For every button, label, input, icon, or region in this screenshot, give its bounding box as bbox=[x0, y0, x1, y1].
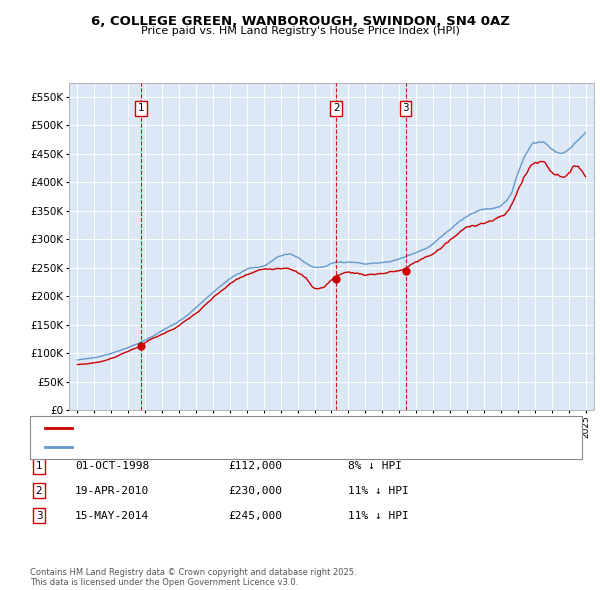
Text: 2: 2 bbox=[35, 486, 43, 496]
Text: £245,000: £245,000 bbox=[228, 511, 282, 520]
Text: 11% ↓ HPI: 11% ↓ HPI bbox=[348, 486, 409, 496]
Text: 19-APR-2010: 19-APR-2010 bbox=[75, 486, 149, 496]
Text: Contains HM Land Registry data © Crown copyright and database right 2025.
This d: Contains HM Land Registry data © Crown c… bbox=[30, 568, 356, 587]
Text: Price paid vs. HM Land Registry's House Price Index (HPI): Price paid vs. HM Land Registry's House … bbox=[140, 26, 460, 36]
Text: 01-OCT-1998: 01-OCT-1998 bbox=[75, 461, 149, 471]
Text: 1: 1 bbox=[137, 103, 144, 113]
Text: 8% ↓ HPI: 8% ↓ HPI bbox=[348, 461, 402, 471]
Text: HPI: Average price, detached house, Swindon: HPI: Average price, detached house, Swin… bbox=[79, 442, 306, 452]
Text: 6, COLLEGE GREEN, WANBOROUGH, SWINDON, SN4 0AZ (detached house): 6, COLLEGE GREEN, WANBOROUGH, SWINDON, S… bbox=[79, 423, 454, 433]
Text: 1: 1 bbox=[35, 461, 43, 471]
Text: £230,000: £230,000 bbox=[228, 486, 282, 496]
Text: 6, COLLEGE GREEN, WANBOROUGH, SWINDON, SN4 0AZ: 6, COLLEGE GREEN, WANBOROUGH, SWINDON, S… bbox=[91, 15, 509, 28]
Text: 2: 2 bbox=[333, 103, 340, 113]
Text: 3: 3 bbox=[402, 103, 409, 113]
Text: 3: 3 bbox=[35, 511, 43, 520]
Text: 11% ↓ HPI: 11% ↓ HPI bbox=[348, 511, 409, 520]
Text: 15-MAY-2014: 15-MAY-2014 bbox=[75, 511, 149, 520]
Text: £112,000: £112,000 bbox=[228, 461, 282, 471]
